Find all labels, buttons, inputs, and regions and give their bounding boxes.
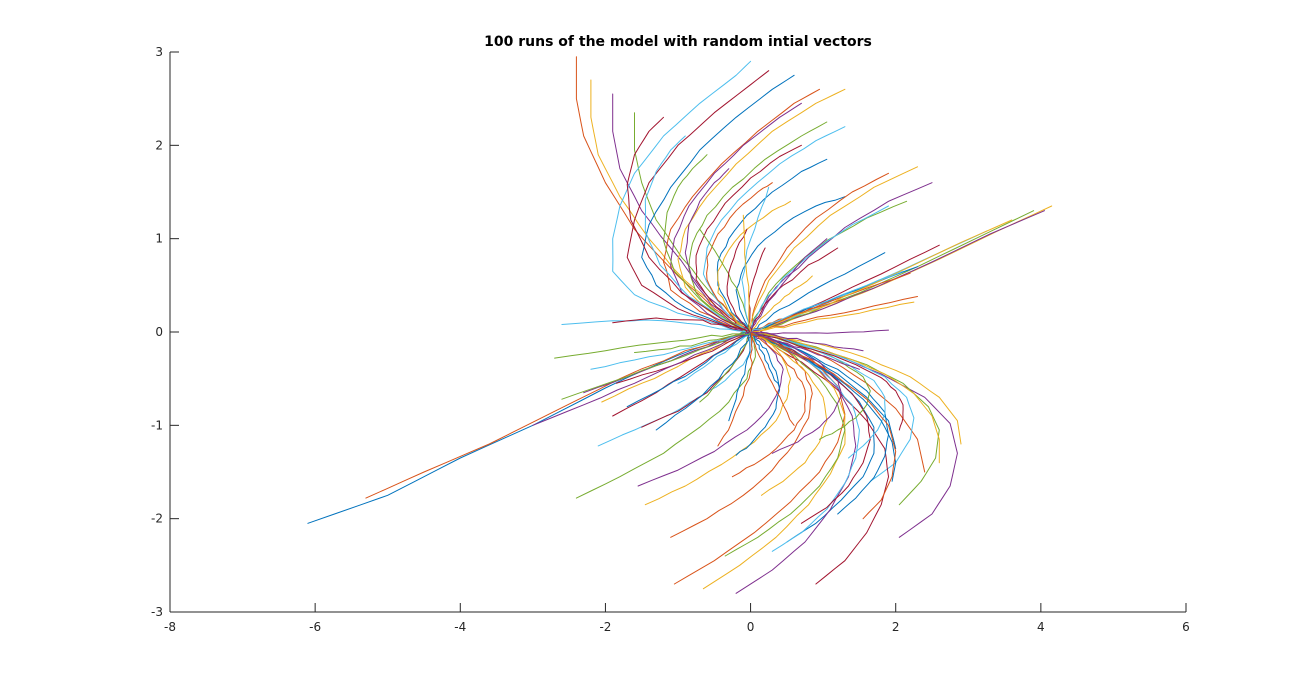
trajectory-line	[663, 88, 820, 333]
trajectory-line	[735, 196, 846, 333]
trajectory-line	[590, 330, 752, 370]
trajectory-line	[717, 200, 791, 333]
trajectory-line	[750, 182, 933, 333]
trajectory-line	[626, 331, 752, 408]
trajectory-line	[554, 330, 752, 359]
trajectory-line	[644, 135, 752, 333]
trajectory-line	[532, 331, 752, 426]
trajectory-line	[615, 331, 752, 384]
trajectory-line	[728, 331, 752, 422]
trajectory-line	[699, 331, 752, 403]
x-tick-label: -6	[309, 620, 321, 634]
trajectory-line	[741, 186, 770, 333]
trajectory-line	[731, 331, 807, 478]
y-tick-label: 3	[155, 45, 163, 59]
trajectory-line	[750, 331, 860, 370]
trajectory-line	[735, 331, 781, 456]
trajectory-line	[735, 331, 857, 594]
trajectory-line	[626, 116, 752, 333]
trajectory-line	[750, 301, 915, 333]
trajectory-line	[626, 70, 770, 333]
chart-title: 100 runs of the model with random intial…	[484, 34, 872, 50]
trajectory-line	[750, 331, 795, 426]
trajectory-line	[726, 228, 752, 333]
trajectory-line	[655, 331, 752, 431]
trajectory-line	[750, 252, 886, 333]
trajectories	[307, 56, 1053, 594]
trajectory-line	[750, 331, 940, 464]
trajectory-line	[717, 331, 753, 447]
trajectory-line	[750, 330, 904, 431]
trajectory-line	[641, 74, 795, 333]
trajectory-line	[750, 331, 897, 482]
trajectory-line	[702, 331, 846, 590]
trajectory-line	[750, 219, 1013, 333]
x-tick-label: -8	[164, 620, 176, 634]
x-tick-label: 0	[747, 620, 755, 634]
trajectory-line	[750, 275, 813, 333]
trajectory-line	[750, 247, 839, 333]
trajectory-line	[684, 168, 752, 333]
trajectory-line	[663, 154, 752, 333]
trajectory-line	[561, 319, 752, 333]
ticks: -8 -6 -4 -2 0 2 4 6 -3 -2 -1 0 1 2 3	[151, 45, 1190, 634]
y-tick-label: 0	[155, 325, 163, 339]
trajectory-line	[561, 331, 752, 400]
trajectory-line	[750, 331, 889, 585]
trajectory-line	[750, 329, 889, 335]
trajectory-line	[750, 331, 864, 352]
trajectory-line	[750, 272, 911, 333]
x-tick-label: 6	[1182, 620, 1190, 634]
trajectory-line	[706, 182, 773, 333]
trajectory-line	[750, 270, 904, 333]
trajectory-line	[742, 214, 752, 333]
trajectory-line	[750, 331, 828, 496]
trajectory-line	[750, 331, 897, 520]
trajectory-line	[750, 200, 908, 333]
trajectory-line	[670, 331, 813, 538]
trajectory-line	[750, 331, 886, 459]
trajectory-line	[748, 247, 766, 333]
y-tick-label: 1	[155, 232, 163, 246]
trajectory-line	[750, 238, 828, 333]
x-tick-label: 2	[892, 620, 900, 634]
y-tick-label: -2	[151, 512, 163, 526]
trajectory-line	[365, 331, 752, 499]
trajectory-line	[750, 331, 860, 552]
axes	[169, 52, 1186, 613]
trajectory-line	[716, 158, 828, 333]
trajectory-line	[612, 60, 752, 333]
trajectory-line	[670, 102, 802, 333]
x-tick-label: -2	[599, 620, 611, 634]
y-tick-label: -3	[151, 605, 163, 619]
trajectory-line	[750, 172, 889, 333]
trajectory-line	[724, 331, 846, 557]
trajectory-line	[575, 331, 756, 499]
y-tick-label: -1	[151, 418, 163, 432]
x-tick-label: -4	[454, 620, 466, 634]
trajectory-line	[612, 317, 752, 333]
y-tick-label: 2	[155, 138, 163, 152]
trajectory-line	[634, 331, 752, 353]
trajectory-line	[644, 331, 791, 506]
trajectory-line	[634, 112, 752, 331]
trajectory-line	[750, 166, 918, 333]
trajectory-line	[750, 331, 915, 482]
x-tick-label: 4	[1037, 620, 1045, 634]
trajectory-line	[677, 331, 752, 384]
